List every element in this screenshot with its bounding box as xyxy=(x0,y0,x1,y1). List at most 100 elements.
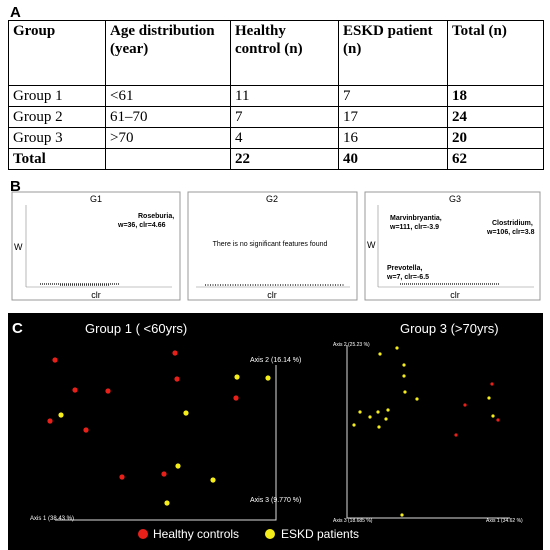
point xyxy=(377,425,381,429)
point xyxy=(386,408,390,412)
axis-label: Axis 2 (16.14 %) xyxy=(250,357,301,364)
plot-title: G3 xyxy=(449,194,461,204)
plot-g1: G1 W clr Roseburia, w=36, clr=4.66 xyxy=(11,191,181,301)
table-cell: Group 3 xyxy=(8,127,106,149)
axis-label: Axis 2 (25.23 %) xyxy=(333,342,370,348)
table-cell xyxy=(105,148,231,170)
point xyxy=(402,363,406,367)
point xyxy=(496,418,500,422)
point xyxy=(105,388,111,394)
table-cell: 11 xyxy=(230,85,339,107)
annotation: Prevotella, xyxy=(387,265,422,272)
panel-label: A xyxy=(10,4,21,21)
point xyxy=(454,433,458,437)
point xyxy=(119,474,125,480)
table-row: Group 3 >70 4 16 20 xyxy=(8,127,544,149)
annotation: Clostridium, xyxy=(492,220,533,227)
plot-title: G1 xyxy=(90,194,102,204)
point xyxy=(490,382,494,386)
table-row: Total 22 40 62 xyxy=(8,148,544,170)
y-label: W xyxy=(367,240,376,250)
axis-label: Axis 1 (34.62 %) xyxy=(486,518,523,524)
annotation: w=106, clr=3.8 xyxy=(486,229,535,236)
table-row: Group 1 <61 11 7 18 xyxy=(8,85,544,107)
point xyxy=(415,397,419,401)
point xyxy=(52,357,58,363)
table-cell: Total xyxy=(8,148,106,170)
y-label: W xyxy=(14,242,23,252)
point xyxy=(174,376,180,382)
point xyxy=(376,410,380,414)
point xyxy=(175,463,181,469)
table-cell: Group 2 xyxy=(8,106,106,128)
annotation: w=36, clr=4.66 xyxy=(117,222,166,229)
table-cell: 7 xyxy=(230,106,339,128)
annotation: There is no significant features found xyxy=(213,241,328,248)
annotation: Roseburia, xyxy=(138,213,174,220)
point xyxy=(352,423,356,427)
table: Group Age distribution (year) Healthy co… xyxy=(8,20,544,170)
point xyxy=(172,350,178,356)
point xyxy=(234,374,240,380)
healthy-points xyxy=(47,350,500,480)
table-cell: 16 xyxy=(338,127,448,149)
plot-title: G2 xyxy=(266,194,278,204)
x-label: clr xyxy=(91,290,101,300)
table-cell: <61 xyxy=(105,85,231,107)
legend-swatch xyxy=(265,529,275,539)
table-cell: 4 xyxy=(230,127,339,149)
points xyxy=(40,283,120,286)
axes xyxy=(346,345,510,519)
point xyxy=(368,415,372,419)
axis-label: Axis 3 (9.770 %) xyxy=(250,497,301,504)
legend-label: Healthy controls xyxy=(153,527,239,541)
point xyxy=(183,410,189,416)
table-cell: 22 xyxy=(230,148,339,170)
header-cell: Total (n) xyxy=(447,20,544,86)
table-cell: 18 xyxy=(447,85,544,107)
point xyxy=(491,414,495,418)
table-cell: 61–70 xyxy=(105,106,231,128)
x-label: clr xyxy=(267,290,277,300)
table-cell: 24 xyxy=(447,106,544,128)
annotation: w=111, clr=-3.9 xyxy=(389,224,439,231)
plot-g3: G3 W clr Marvinbryantia, w=111, clr=-3.9… xyxy=(364,191,541,301)
point xyxy=(395,346,399,350)
panel-label: B xyxy=(10,178,21,195)
table-cell: 20 xyxy=(447,127,544,149)
legend-label: ESKD patients xyxy=(281,527,359,541)
group-title: Group 1 ( <60yrs) xyxy=(85,321,187,336)
panel-label: C xyxy=(12,320,23,337)
table-row: Group 2 61–70 7 17 24 xyxy=(8,106,544,128)
point xyxy=(402,374,406,378)
point xyxy=(210,477,216,483)
point xyxy=(400,513,404,517)
axis-label: Axis 3 (18.685 %) xyxy=(333,518,373,524)
point xyxy=(265,375,271,381)
plot-g2: G2 clr There is no significant features … xyxy=(187,191,358,301)
plot-frame xyxy=(364,191,541,301)
eskd-points xyxy=(58,346,495,517)
table-cell: 7 xyxy=(338,85,448,107)
point xyxy=(72,387,78,393)
plot-frame xyxy=(11,191,181,301)
table-cell: Group 1 xyxy=(8,85,106,107)
table-cell: >70 xyxy=(105,127,231,149)
annotation: w=7, clr=-6.5 xyxy=(386,274,429,281)
axis-label: Axis 1 (38.43 %) xyxy=(30,516,74,522)
table-cell: 40 xyxy=(338,148,448,170)
group-title: Group 3 (>70yrs) xyxy=(400,321,499,336)
point xyxy=(463,403,467,407)
point xyxy=(233,395,239,401)
header-cell: Group xyxy=(8,20,106,86)
axes xyxy=(55,365,277,521)
point xyxy=(403,390,407,394)
point xyxy=(164,500,170,506)
annotation: Marvinbryantia, xyxy=(390,215,442,222)
point xyxy=(47,418,53,424)
header-row: Group Age distribution (year) Healthy co… xyxy=(8,20,544,86)
point xyxy=(384,417,388,421)
point xyxy=(83,427,89,433)
